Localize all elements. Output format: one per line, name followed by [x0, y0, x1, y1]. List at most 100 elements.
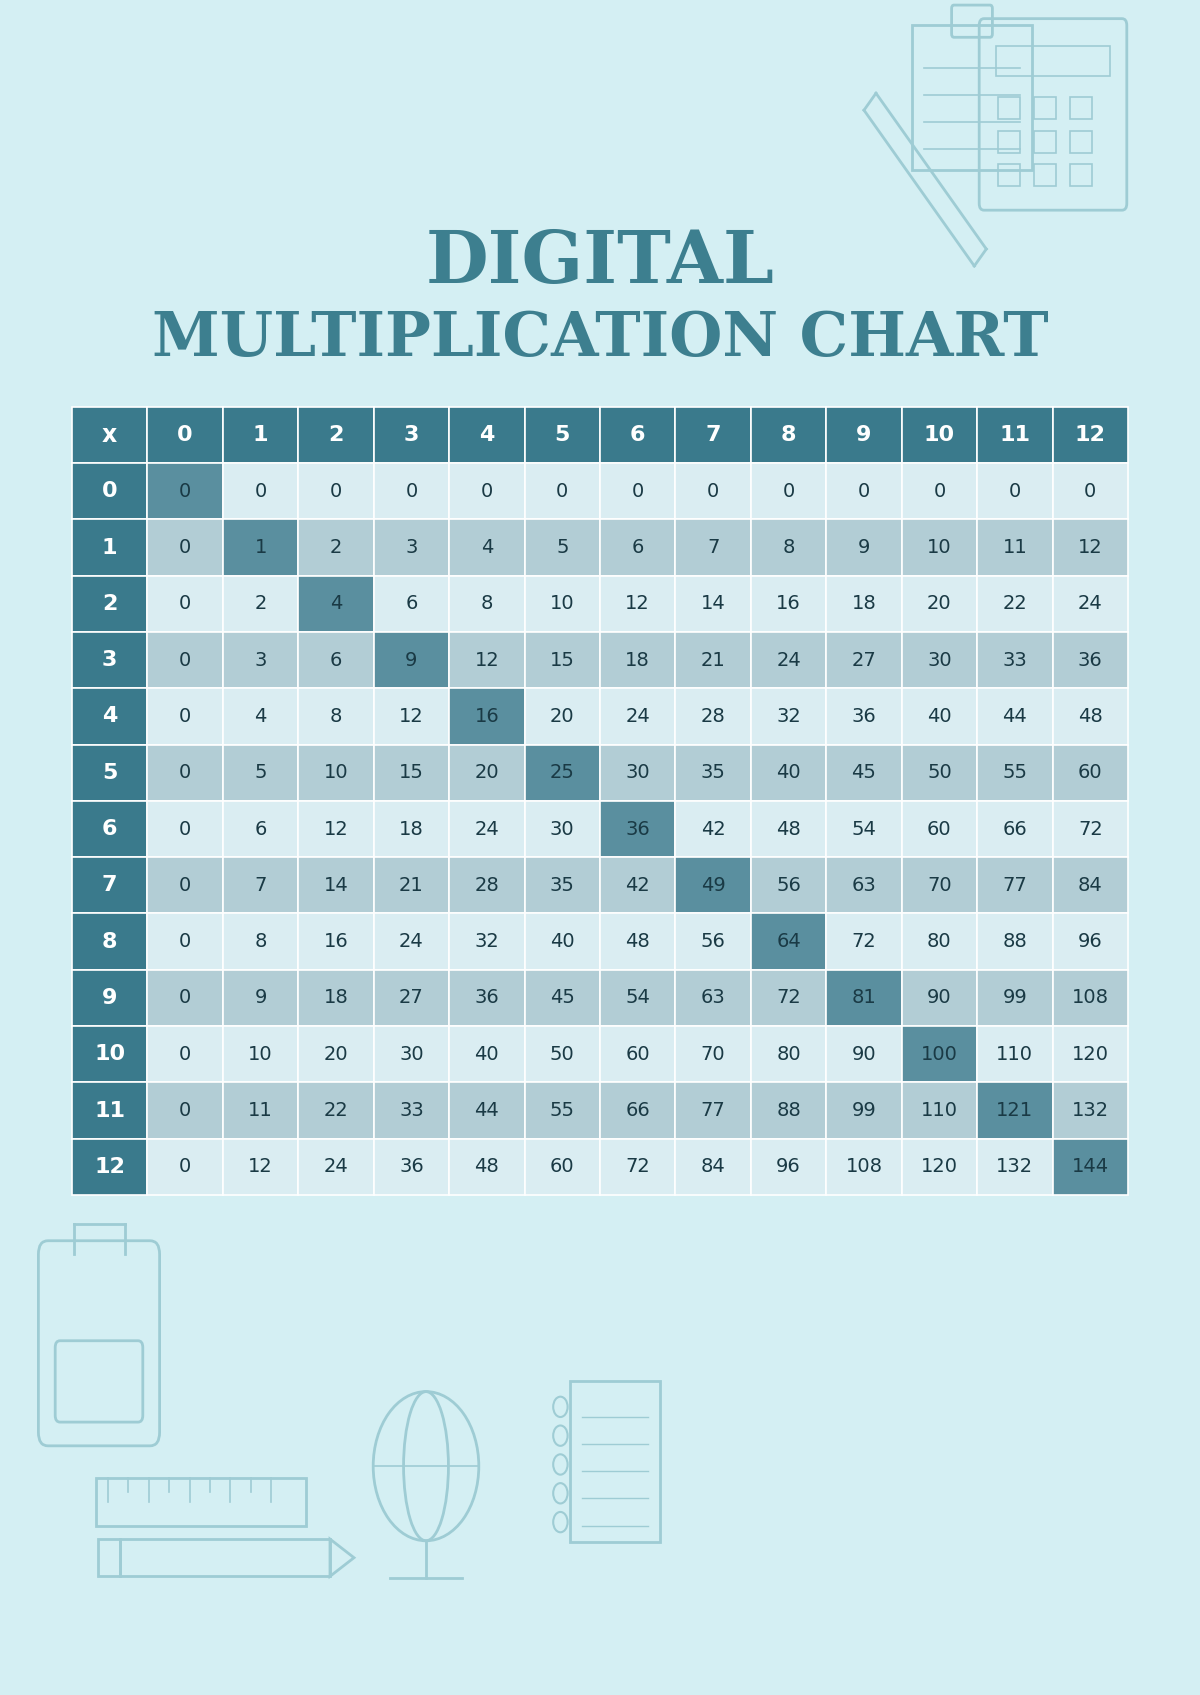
Text: 80: 80	[928, 932, 952, 951]
Text: 24: 24	[324, 1158, 348, 1176]
Text: 11: 11	[1000, 425, 1031, 446]
Text: 48: 48	[1078, 707, 1103, 725]
Text: 8: 8	[330, 707, 342, 725]
Text: 5: 5	[254, 763, 266, 781]
Text: 108: 108	[846, 1158, 882, 1176]
Bar	[827, 463, 901, 519]
Text: 7: 7	[706, 425, 721, 446]
Bar	[449, 1139, 524, 1195]
Text: 8: 8	[481, 595, 493, 614]
Bar	[751, 632, 827, 688]
Text: 60: 60	[625, 1044, 650, 1064]
Text: 8: 8	[102, 932, 118, 951]
Text: 40: 40	[474, 1044, 499, 1064]
Bar	[223, 802, 299, 858]
Text: 24: 24	[400, 932, 424, 951]
Text: 55: 55	[1002, 763, 1027, 781]
Text: 110: 110	[920, 1102, 958, 1120]
Bar	[751, 1083, 827, 1139]
Text: 66: 66	[1002, 820, 1027, 839]
Text: 30: 30	[928, 651, 952, 670]
Text: 11: 11	[95, 1100, 125, 1120]
Bar	[977, 576, 1052, 632]
Bar	[72, 744, 148, 802]
Text: 1: 1	[254, 537, 266, 558]
Text: 132: 132	[996, 1158, 1033, 1176]
Text: 22: 22	[324, 1102, 348, 1120]
Text: 42: 42	[625, 876, 650, 895]
Bar	[1052, 632, 1128, 688]
Text: 88: 88	[1002, 932, 1027, 951]
Bar	[299, 463, 373, 519]
Bar	[148, 1139, 223, 1195]
Bar	[977, 802, 1052, 858]
Bar	[1052, 914, 1128, 970]
Text: 10: 10	[248, 1044, 272, 1064]
Bar	[373, 407, 449, 463]
Bar	[901, 858, 977, 914]
Bar	[600, 632, 676, 688]
Bar	[223, 914, 299, 970]
Bar	[751, 858, 827, 914]
Text: 0: 0	[179, 988, 191, 1007]
Bar	[827, 970, 901, 1025]
Text: 18: 18	[625, 651, 650, 670]
Bar	[676, 1139, 751, 1195]
Bar	[72, 1025, 148, 1083]
Text: 0: 0	[782, 481, 794, 500]
Bar	[299, 1083, 373, 1139]
Text: 2: 2	[330, 537, 342, 558]
Text: 10: 10	[928, 537, 952, 558]
Text: 0: 0	[254, 481, 266, 500]
Text: 80: 80	[776, 1044, 800, 1064]
Bar	[449, 463, 524, 519]
Bar	[676, 519, 751, 576]
Text: 0: 0	[179, 1158, 191, 1176]
Bar	[977, 914, 1052, 970]
Text: 16: 16	[474, 707, 499, 725]
Text: 18: 18	[400, 820, 424, 839]
Text: 84: 84	[701, 1158, 726, 1176]
Text: 6: 6	[630, 425, 646, 446]
Bar	[299, 802, 373, 858]
Bar	[449, 1025, 524, 1083]
Bar	[299, 688, 373, 744]
Bar	[1034, 97, 1056, 119]
Bar	[977, 407, 1052, 463]
Text: x: x	[102, 424, 118, 447]
Bar	[751, 1025, 827, 1083]
Bar	[676, 858, 751, 914]
Text: 0: 0	[707, 481, 719, 500]
Bar	[373, 744, 449, 802]
Bar	[676, 688, 751, 744]
Bar	[827, 802, 901, 858]
Bar	[600, 802, 676, 858]
Text: 8: 8	[254, 932, 266, 951]
Text: 44: 44	[474, 1102, 499, 1120]
Bar	[676, 576, 751, 632]
Bar	[524, 688, 600, 744]
Text: 3: 3	[254, 651, 266, 670]
Bar	[299, 576, 373, 632]
Bar	[1052, 463, 1128, 519]
Bar	[1052, 519, 1128, 576]
Bar	[901, 802, 977, 858]
Text: 10: 10	[94, 1044, 125, 1064]
Bar	[570, 1381, 660, 1542]
Text: 0: 0	[1084, 481, 1097, 500]
Bar	[223, 744, 299, 802]
Bar	[751, 1139, 827, 1195]
Bar	[524, 802, 600, 858]
Text: 54: 54	[852, 820, 876, 839]
Bar	[223, 688, 299, 744]
Bar	[449, 970, 524, 1025]
Text: 60: 60	[1078, 763, 1103, 781]
Text: MULTIPLICATION CHART: MULTIPLICATION CHART	[151, 308, 1049, 370]
Text: 2: 2	[254, 595, 266, 614]
Bar	[977, 1025, 1052, 1083]
Bar	[977, 632, 1052, 688]
Text: 90: 90	[928, 988, 952, 1007]
Text: 56: 56	[776, 876, 802, 895]
Text: 96: 96	[776, 1158, 800, 1176]
Text: 0: 0	[1009, 481, 1021, 500]
